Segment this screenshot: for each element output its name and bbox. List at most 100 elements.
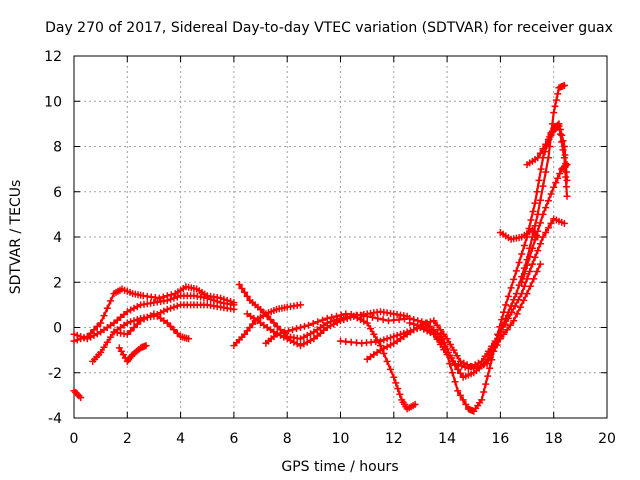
- data-point: [560, 219, 568, 227]
- data-point: [340, 316, 348, 324]
- data-point: [542, 204, 550, 212]
- data-point: [367, 325, 374, 333]
- data-point: [289, 326, 296, 334]
- data-point: [459, 396, 467, 404]
- data-point: [167, 322, 175, 330]
- data-point: [426, 327, 434, 335]
- tick-labels: 0 2 4 6 8 10 12 14 16 18 20 -4 -2 0 2 4 6 8 10 12: [44, 49, 616, 447]
- data-point: [390, 373, 398, 381]
- data-point: [547, 190, 555, 198]
- y-tick-label: 0: [53, 321, 62, 337]
- data-point: [438, 337, 446, 345]
- data-point: [446, 341, 454, 348]
- data-point: [374, 314, 382, 322]
- data-point: [506, 321, 514, 329]
- data-point: [390, 333, 398, 341]
- data-point: [450, 346, 458, 354]
- data-point: [387, 365, 394, 373]
- data-point: [498, 316, 506, 324]
- data-point: [243, 292, 251, 300]
- data-point: [556, 126, 564, 133]
- data-point: [488, 342, 496, 350]
- data-point: [458, 362, 466, 370]
- data-point: [454, 387, 462, 395]
- data-point: [531, 236, 539, 244]
- data-point: [500, 308, 508, 316]
- data-point: [529, 208, 537, 215]
- series-trace-6: [115, 342, 150, 365]
- x-tick-label: 0: [70, 431, 79, 447]
- data-point: [133, 320, 141, 328]
- data-point: [560, 81, 568, 89]
- data-point: [167, 295, 175, 303]
- data-point: [383, 357, 391, 365]
- x-tick-label: 12: [385, 431, 403, 447]
- data-point: [173, 302, 181, 310]
- y-tick-label: -4: [48, 411, 62, 427]
- data-point: [444, 348, 452, 356]
- data-point: [520, 282, 528, 290]
- data-point: [173, 329, 181, 337]
- data-point: [518, 250, 526, 258]
- series-trace-3: [70, 292, 238, 343]
- data-point: [185, 335, 193, 343]
- data-point: [170, 303, 178, 311]
- data-point: [107, 333, 115, 341]
- series-trace-5: [110, 310, 193, 343]
- series-line: [408, 217, 566, 370]
- chart-title: Day 270 of 2017, Sidereal Day-to-day VTE…: [45, 20, 613, 36]
- data-point: [527, 216, 535, 224]
- data-point: [410, 320, 418, 328]
- data-point: [333, 312, 340, 320]
- data-point: [533, 188, 541, 196]
- data-point: [314, 318, 322, 326]
- data-point: [536, 196, 544, 204]
- data-point: [430, 330, 438, 338]
- data-point: [531, 222, 539, 230]
- data-point: [155, 294, 163, 302]
- data-point: [293, 325, 300, 333]
- data-point: [480, 388, 488, 396]
- data-point: [387, 334, 394, 342]
- data-point: [491, 337, 499, 345]
- data-point: [526, 268, 534, 275]
- data-point: [230, 305, 238, 313]
- data-point: [297, 301, 304, 309]
- data-point: [536, 240, 544, 248]
- data-point: [456, 391, 464, 399]
- data-point: [80, 334, 88, 342]
- data-point: [319, 316, 326, 324]
- data-point: [451, 378, 459, 386]
- data-point: [235, 281, 243, 288]
- data-point: [535, 176, 543, 184]
- data-point: [281, 328, 288, 336]
- data-point: [561, 151, 569, 159]
- data-point: [267, 316, 274, 324]
- x-axis-label: GPS time / hours: [281, 459, 398, 475]
- data-point: [123, 330, 131, 338]
- series-trace-16: [518, 161, 571, 286]
- y-tick-label: 4: [53, 230, 62, 246]
- data-point: [533, 268, 541, 275]
- data-point: [328, 313, 336, 321]
- data-point: [554, 174, 562, 182]
- data-point: [520, 242, 528, 249]
- data-point: [363, 319, 371, 327]
- data-point: [441, 343, 449, 351]
- data-point: [70, 337, 78, 345]
- data-point: [369, 313, 376, 321]
- data-point: [528, 260, 536, 268]
- data-point: [518, 290, 526, 298]
- series-trace-10: [262, 81, 568, 381]
- data-point: [551, 102, 559, 110]
- data-point: [562, 162, 570, 170]
- y-tick-label: 12: [44, 49, 62, 65]
- data-point: [273, 330, 280, 338]
- data-point: [547, 219, 555, 227]
- series-trace-13: [406, 215, 568, 372]
- data-point: [516, 303, 524, 311]
- x-tick-label: 20: [598, 431, 616, 447]
- data-point: [433, 321, 441, 329]
- data-point: [554, 90, 562, 98]
